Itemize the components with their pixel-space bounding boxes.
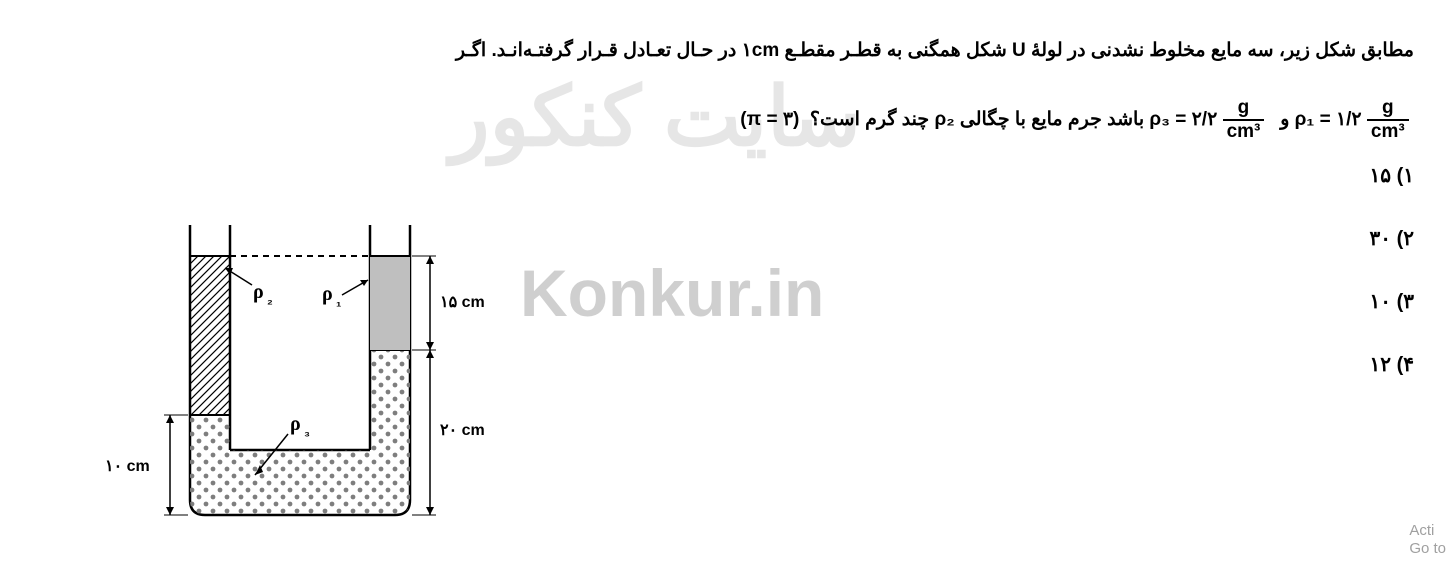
- pi-note: (π = ۳): [740, 109, 799, 130]
- unit-frac-1: g cm³: [1367, 97, 1409, 143]
- svg-text:₃: ₃: [304, 424, 310, 439]
- dim-20cm: ۲۰ cm: [440, 420, 485, 440]
- svg-text:₁: ₁: [336, 294, 341, 309]
- question-formula-line: ρ₁ = ۱/۲ g cm³ و ρ₃ = ۲/۲ g cm³ باشد جرم…: [40, 97, 1414, 143]
- and-1: و: [1280, 109, 1289, 130]
- svg-text:ρ: ρ: [290, 413, 301, 435]
- question-rest: باشد جرم مایع با چگالی ρ₂ چند گرم است؟: [810, 109, 1144, 130]
- dim-10cm: ۱۰ cm: [105, 456, 150, 476]
- svg-text:ρ: ρ: [322, 283, 333, 305]
- option-1: ۱) ۱۵: [40, 163, 1414, 188]
- svg-text:ρ: ρ: [253, 281, 264, 303]
- activate-windows: Acti Go to: [1409, 522, 1446, 558]
- figure-u-tube: ρ ₁ ρ ₃ ρ ₂ ۱۵ cm ۲۰ cm ۱۰ cm: [90, 220, 510, 540]
- rho3: ρ₃ = ۲/۲: [1149, 109, 1217, 130]
- unit-frac-2: g cm³: [1223, 97, 1265, 143]
- dim-15cm: ۱۵ cm: [440, 292, 485, 312]
- rho1: ρ₁ = ۱/۲: [1295, 109, 1362, 130]
- svg-text:₂: ₂: [267, 292, 273, 307]
- question-line1: مطابق شکل زیر، سه مایع مخلوط‌ نشدنی در ل…: [40, 30, 1414, 72]
